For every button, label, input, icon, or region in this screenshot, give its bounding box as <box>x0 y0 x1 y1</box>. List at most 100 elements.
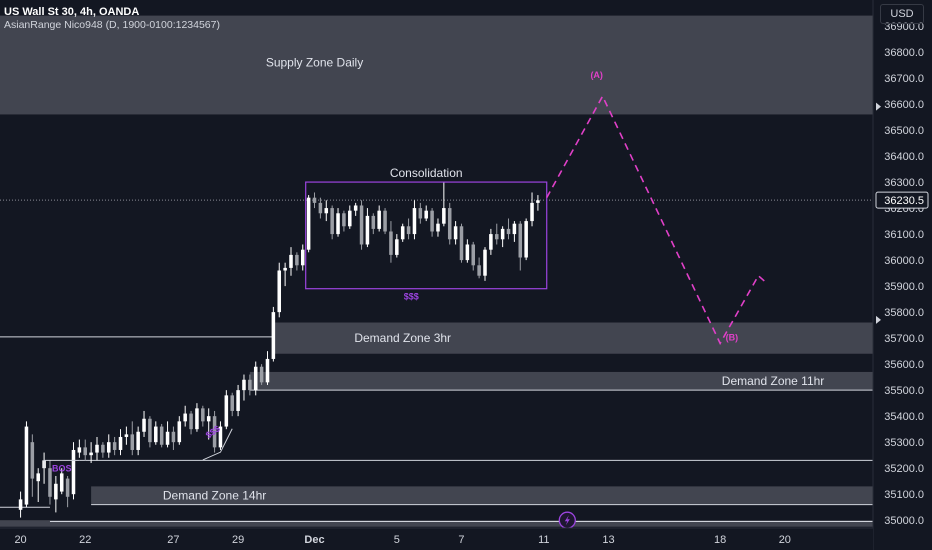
candle <box>236 384 240 417</box>
zone-rect-4 <box>0 520 873 527</box>
candle <box>201 405 205 427</box>
candle-body <box>36 473 40 482</box>
candle-body <box>59 473 64 492</box>
candle <box>224 390 229 430</box>
zones-layer: Supply Zone Daily Demand Zone 3hr Demand Z… <box>0 15 873 527</box>
candle-body <box>30 442 35 479</box>
candle-body <box>154 426 158 443</box>
candle-body <box>389 231 393 255</box>
candle <box>359 200 364 250</box>
zone-label-2: Demand Zone 11hr <box>722 374 825 388</box>
price-axis[interactable]: 36900.0 36800.0 36700.0 36600.0 36500.0 36400… <box>872 0 932 550</box>
projection-label-a: (A) <box>590 70 603 80</box>
candle <box>342 210 346 232</box>
candle <box>48 460 52 505</box>
price-tick-label: 36300.0 <box>884 177 924 189</box>
candle <box>318 197 323 219</box>
candle <box>436 218 440 237</box>
price-tick-label: 35400.0 <box>884 411 924 423</box>
candle <box>453 221 458 245</box>
candle-body <box>183 413 187 422</box>
candle <box>118 429 123 456</box>
candle <box>77 439 82 458</box>
candle-body <box>277 270 282 313</box>
candle-body <box>395 239 399 255</box>
price-tick-label: 36000.0 <box>884 255 924 267</box>
candle-body <box>95 444 99 453</box>
candle <box>124 426 129 445</box>
candle-body <box>330 208 334 235</box>
currency-button[interactable]: USD <box>880 4 924 24</box>
time-tick-label: 20 <box>779 534 791 546</box>
time-axis-background <box>0 528 873 550</box>
zone-rect-1 <box>273 322 873 354</box>
candle-body <box>365 215 370 245</box>
candle-body <box>289 254 293 268</box>
time-axis[interactable]: 20 22 27 29 Dec 5 7 11 13 18 20 <box>0 527 873 550</box>
candle <box>259 364 264 385</box>
zone-rect-0 <box>0 15 873 115</box>
candle <box>371 213 376 235</box>
candle <box>483 247 487 281</box>
consolidation-liquidity-label: $$$ <box>404 292 419 302</box>
candle-body <box>483 249 487 276</box>
candle <box>447 202 452 245</box>
candle <box>71 442 76 500</box>
candle <box>101 442 105 458</box>
candle-body <box>101 444 105 453</box>
candle <box>518 221 523 271</box>
candle <box>494 223 499 245</box>
candle <box>230 392 234 417</box>
candle-body <box>201 408 205 422</box>
candle <box>459 223 464 263</box>
candle-body <box>494 234 499 240</box>
price-tick-label: 35900.0 <box>884 281 924 293</box>
candle <box>424 205 428 222</box>
current-price-tag <box>875 191 929 209</box>
candle <box>142 410 146 437</box>
chart-title: US Wall St 30, 4h, OANDA <box>4 5 139 19</box>
candle-body <box>400 226 405 240</box>
price-tick-label: 36800.0 <box>884 47 924 59</box>
lines-layer <box>0 199 873 522</box>
candle <box>89 442 93 463</box>
candle <box>395 234 399 258</box>
candle <box>353 202 358 216</box>
candle <box>324 200 329 222</box>
candle <box>377 205 381 232</box>
candle <box>406 218 411 240</box>
candle <box>477 257 481 279</box>
candle <box>171 426 176 450</box>
candle-body <box>106 442 111 453</box>
indicator-label: AsianRange Nico948 (D, 1900-0100:1234567… <box>4 19 220 31</box>
candle <box>506 218 511 240</box>
candle <box>30 434 35 497</box>
candle-body <box>212 416 217 448</box>
zone-label-0: Supply Zone Daily <box>266 55 363 69</box>
candle <box>65 475 70 508</box>
candle <box>283 262 287 287</box>
candle <box>253 361 258 396</box>
price-tick-label: 35600.0 <box>884 359 924 371</box>
candle-body <box>324 208 329 214</box>
candle-body <box>253 366 258 391</box>
zone-rect-3 <box>91 486 873 505</box>
candle-body <box>171 431 176 443</box>
candle <box>189 410 193 435</box>
price-tick-label: 35500.0 <box>884 385 924 397</box>
price-tick-label: 35800.0 <box>884 307 924 319</box>
candle-body <box>312 197 317 203</box>
event-icon <box>558 511 576 529</box>
candle <box>536 195 540 211</box>
price-tick-label: 36100.0 <box>884 229 924 241</box>
candle <box>248 374 252 396</box>
candle-body <box>436 223 440 232</box>
price-tick-label: 35300.0 <box>884 437 924 449</box>
candle-body <box>83 447 88 456</box>
candle-body <box>447 208 452 240</box>
candle-body <box>530 202 534 222</box>
candle-body <box>512 223 517 235</box>
zone-label-1: Demand Zone 3hr <box>354 331 451 345</box>
candle-body <box>295 254 299 266</box>
